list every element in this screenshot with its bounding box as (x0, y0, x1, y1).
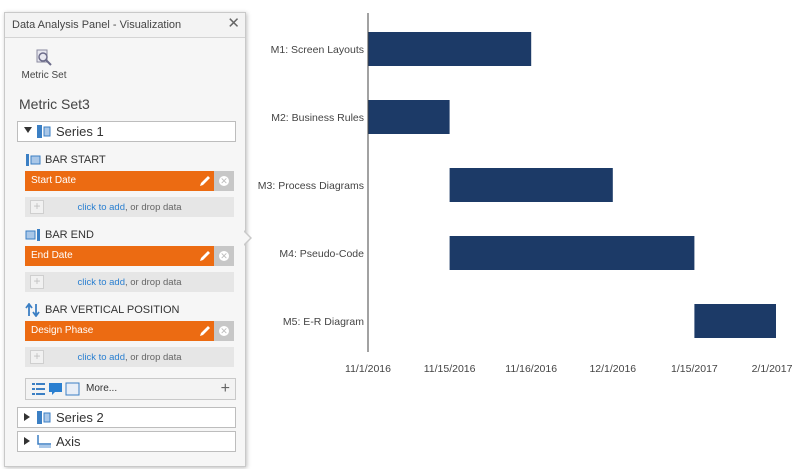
bar-start-label: BAR START (45, 153, 106, 166)
remove-icon: ✕ (219, 176, 229, 186)
edit-icon[interactable] (198, 324, 212, 338)
add-icon[interactable]: + (30, 275, 44, 289)
gantt-bar[interactable] (449, 236, 695, 270)
remove-button[interactable]: ✕ (214, 321, 234, 341)
series1-header[interactable]: Series 1 (17, 121, 236, 142)
collapse-arrow-icon[interactable] (24, 413, 30, 421)
drop-zone-text: click to add, or drop data (25, 352, 234, 363)
gantt-bar[interactable] (368, 100, 450, 134)
drop-data-text: , or drop data (125, 202, 182, 213)
vertical-position-icon (25, 303, 40, 317)
drop-zone-bar-vertical[interactable]: + click to add, or drop data (25, 347, 234, 367)
panel-title: Data Analysis Panel - Visualization (12, 19, 182, 31)
metric-set-name: Metric Set3 (19, 96, 90, 112)
x-tick-label: 1/15/2017 (671, 363, 718, 375)
start-date-label: Start Date (31, 175, 77, 186)
y-tick-label: M4: Pseudo-Code (279, 248, 364, 260)
remove-button[interactable]: ✕ (214, 171, 234, 191)
click-to-add-link[interactable]: click to add (77, 277, 125, 288)
add-icon[interactable]: + (30, 350, 44, 364)
data-analysis-panel: Data Analysis Panel - Visualization ✕ Me… (4, 12, 246, 467)
y-tick-label: M5: E-R Diagram (283, 316, 364, 328)
bar-end-section: BAR END (25, 228, 94, 242)
collapse-arrow-icon[interactable] (24, 437, 30, 445)
axis-label: Axis (56, 434, 81, 449)
bar-vertical-section: BAR VERTICAL POSITION (25, 303, 179, 317)
end-date-field[interactable]: End Date ✕ (25, 246, 234, 266)
x-tick-label: 2/1/2017 (752, 363, 793, 375)
more-button[interactable]: More... + (25, 378, 236, 400)
y-tick-label: M1: Screen Layouts (271, 44, 364, 56)
design-phase-field[interactable]: Design Phase ✕ (25, 321, 234, 341)
drop-zone-text: click to add, or drop data (25, 202, 234, 213)
gantt-bar[interactable] (449, 168, 613, 202)
axis-header[interactable]: Axis (17, 431, 236, 452)
metric-set-icon (36, 49, 52, 66)
y-tick-label: M2: Business Rules (271, 112, 364, 124)
bar-start-section: BAR START (25, 153, 106, 167)
bar-start-icon (26, 154, 41, 166)
bar-vertical-label: BAR VERTICAL POSITION (45, 303, 180, 316)
metric-set-button-label: Metric Set (21, 70, 67, 81)
add-icon[interactable]: + (30, 200, 44, 214)
axis-icon (37, 435, 51, 448)
x-tick-label: 12/1/2016 (589, 363, 636, 375)
click-to-add-link[interactable]: click to add (77, 352, 125, 363)
close-icon[interactable]: ✕ (227, 15, 240, 32)
series2-header[interactable]: Series 2 (17, 407, 236, 428)
y-tick-label: M3: Process Diagrams (258, 180, 364, 192)
panel-titlebar[interactable]: Data Analysis Panel - Visualization ✕ (5, 13, 245, 38)
end-date-label: End Date (31, 250, 73, 261)
series-icon (37, 411, 51, 424)
remove-icon: ✕ (219, 251, 229, 261)
gantt-bar[interactable] (368, 32, 532, 66)
series1-label: Series 1 (56, 124, 104, 139)
remove-button[interactable]: ✕ (214, 246, 234, 266)
bar-end-label: BAR END (45, 228, 94, 241)
gantt-bar[interactable] (694, 304, 776, 338)
series-icon (37, 125, 51, 138)
drop-data-text: , or drop data (125, 277, 182, 288)
series2-label: Series 2 (56, 410, 104, 425)
plus-icon[interactable]: + (220, 380, 230, 397)
remove-icon: ✕ (219, 326, 229, 336)
gantt-chart: M1: Screen Layouts M2: Business Rules M3: … (258, 13, 793, 375)
bar-end-icon (25, 229, 40, 241)
x-tick-label: 11/16/2016 (505, 363, 557, 375)
x-tick-label: 11/15/2016 (424, 363, 476, 375)
drop-zone-text: click to add, or drop data (25, 277, 234, 288)
expand-arrow-icon[interactable] (24, 127, 32, 133)
more-icons (32, 382, 80, 396)
edit-icon[interactable] (198, 249, 212, 263)
design-phase-label: Design Phase (31, 325, 94, 336)
drop-zone-bar-end[interactable]: + click to add, or drop data (25, 272, 234, 292)
more-label: More... (86, 383, 118, 394)
start-date-field[interactable]: Start Date ✕ (25, 171, 234, 191)
x-tick-label: 11/1/2016 (345, 363, 391, 375)
drop-zone-bar-start[interactable]: + click to add, or drop data (25, 197, 234, 217)
panel-pointer-inner (243, 231, 250, 245)
metric-set-button[interactable]: Metric Set (19, 49, 69, 81)
drop-data-text: , or drop data (125, 352, 182, 363)
click-to-add-link[interactable]: click to add (77, 202, 125, 213)
edit-icon[interactable] (198, 174, 212, 188)
